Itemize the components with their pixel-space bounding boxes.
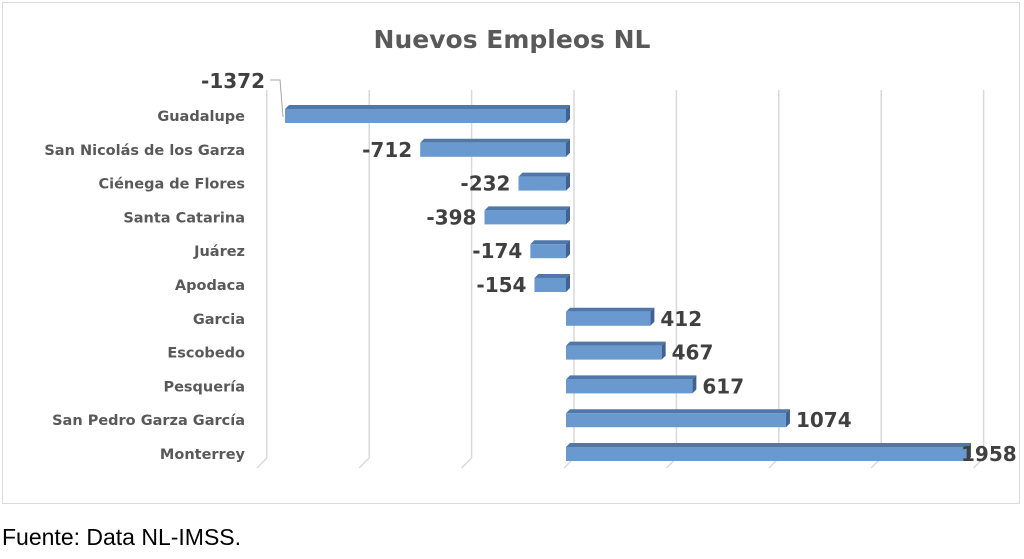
bar-top — [566, 341, 666, 346]
category-label: Ciénega de Flores — [98, 177, 245, 193]
bar — [285, 109, 566, 123]
bar — [530, 244, 566, 259]
bar — [420, 142, 566, 157]
category-label: Santa Catarina — [123, 210, 245, 226]
bar-side — [650, 307, 655, 326]
chart-frame — [2, 2, 1020, 504]
gridline-floor — [256, 457, 268, 469]
bar — [566, 447, 967, 461]
category-label: San Pedro Garza García — [52, 413, 245, 429]
data-label: -174 — [472, 239, 522, 263]
category-label: Apodaca — [175, 278, 245, 294]
bar-side — [692, 375, 697, 394]
bar-top — [420, 138, 570, 143]
category-label: Garcia — [193, 312, 245, 328]
bar-side — [566, 274, 570, 292]
category-label: San Nicolás de los Garza — [44, 143, 245, 159]
category-label: Pesquería — [163, 379, 245, 395]
bar-top — [566, 307, 655, 312]
bar-side — [566, 206, 570, 225]
data-label: -154 — [476, 273, 526, 297]
data-label: -232 — [460, 172, 510, 196]
data-label: 412 — [660, 307, 702, 331]
bar-side — [566, 240, 570, 259]
gridline-floor — [358, 457, 370, 469]
bar-top — [484, 206, 570, 211]
bar-top — [566, 409, 790, 414]
bar-side — [785, 409, 790, 428]
bar-top — [518, 172, 570, 177]
bar-side — [566, 172, 570, 191]
bar — [566, 413, 786, 428]
bar — [484, 210, 566, 225]
category-label: Juárez — [193, 244, 245, 260]
bar — [566, 379, 693, 394]
bar — [566, 345, 662, 360]
data-label: -712 — [362, 138, 412, 162]
data-label: 1958 — [961, 442, 1017, 466]
bar-top — [285, 105, 570, 109]
bar-side — [661, 341, 666, 360]
category-label: Monterrey — [160, 447, 246, 463]
data-label: 617 — [702, 374, 744, 398]
gridline-floor — [461, 457, 473, 469]
bar-side — [566, 138, 570, 157]
gridline-floor — [973, 457, 985, 469]
category-label: Escobedo — [167, 346, 245, 362]
data-label: 467 — [672, 341, 714, 365]
bar-chart: Nuevos Empleos NL Guadalupe -1372 San Nico… — [44, 25, 1017, 469]
bar — [566, 311, 651, 326]
leader-line — [270, 79, 284, 118]
bar — [534, 278, 566, 292]
data-label: -1372 — [201, 69, 265, 93]
bar-top — [566, 375, 697, 380]
bar-side — [966, 443, 971, 461]
data-label: -398 — [426, 205, 476, 229]
bar-side — [566, 105, 570, 123]
bar-top — [566, 443, 971, 447]
bar — [518, 176, 566, 191]
chart-title: Nuevos Empleos NL — [374, 25, 651, 54]
bar-top — [534, 274, 570, 278]
source-caption: Fuente: Data NL-IMSS. — [2, 524, 242, 550]
bar-top — [530, 240, 570, 245]
data-label: 1074 — [796, 408, 852, 432]
category-label: Guadalupe — [157, 109, 245, 125]
